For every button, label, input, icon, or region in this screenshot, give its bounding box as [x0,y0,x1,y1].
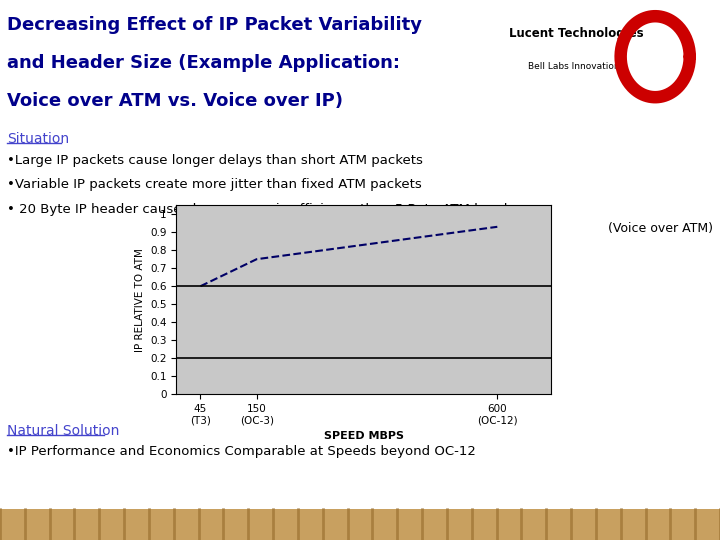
Text: Decreasing Effect of IP Packet Variability: Decreasing Effect of IP Packet Variabili… [7,16,422,34]
Text: •Large IP packets cause longer delays than short ATM packets: •Large IP packets cause longer delays th… [7,154,423,167]
Text: and Header Size (Example Application:: and Header Size (Example Application: [7,54,400,72]
Text: Natural Solution: Natural Solution [7,424,120,438]
Text: Lucent Technologies: Lucent Technologies [509,27,643,40]
Text: •IP Performance and Economics Comparable at Speeds beyond OC-12: •IP Performance and Economics Comparable… [7,446,476,458]
Text: • 20 Byte IP header causes less economic efficiency than 5 Byte ATM header: • 20 Byte IP header causes less economic… [7,202,521,215]
Y-axis label: IP RELATIVE TO ATM: IP RELATIVE TO ATM [135,248,145,352]
Text: Voice over ATM vs. Voice over IP): Voice over ATM vs. Voice over IP) [7,92,343,110]
Text: Bell Labs Innovations: Bell Labs Innovations [528,62,624,71]
Text: (Voice over ATM): (Voice over ATM) [608,222,713,235]
Bar [0,509,720,540]
Text: Situation: Situation [7,132,69,146]
Text: •Variable IP packets create more jitter than fixed ATM packets: •Variable IP packets create more jitter … [7,178,422,191]
X-axis label: SPEED MBPS: SPEED MBPS [323,431,404,441]
